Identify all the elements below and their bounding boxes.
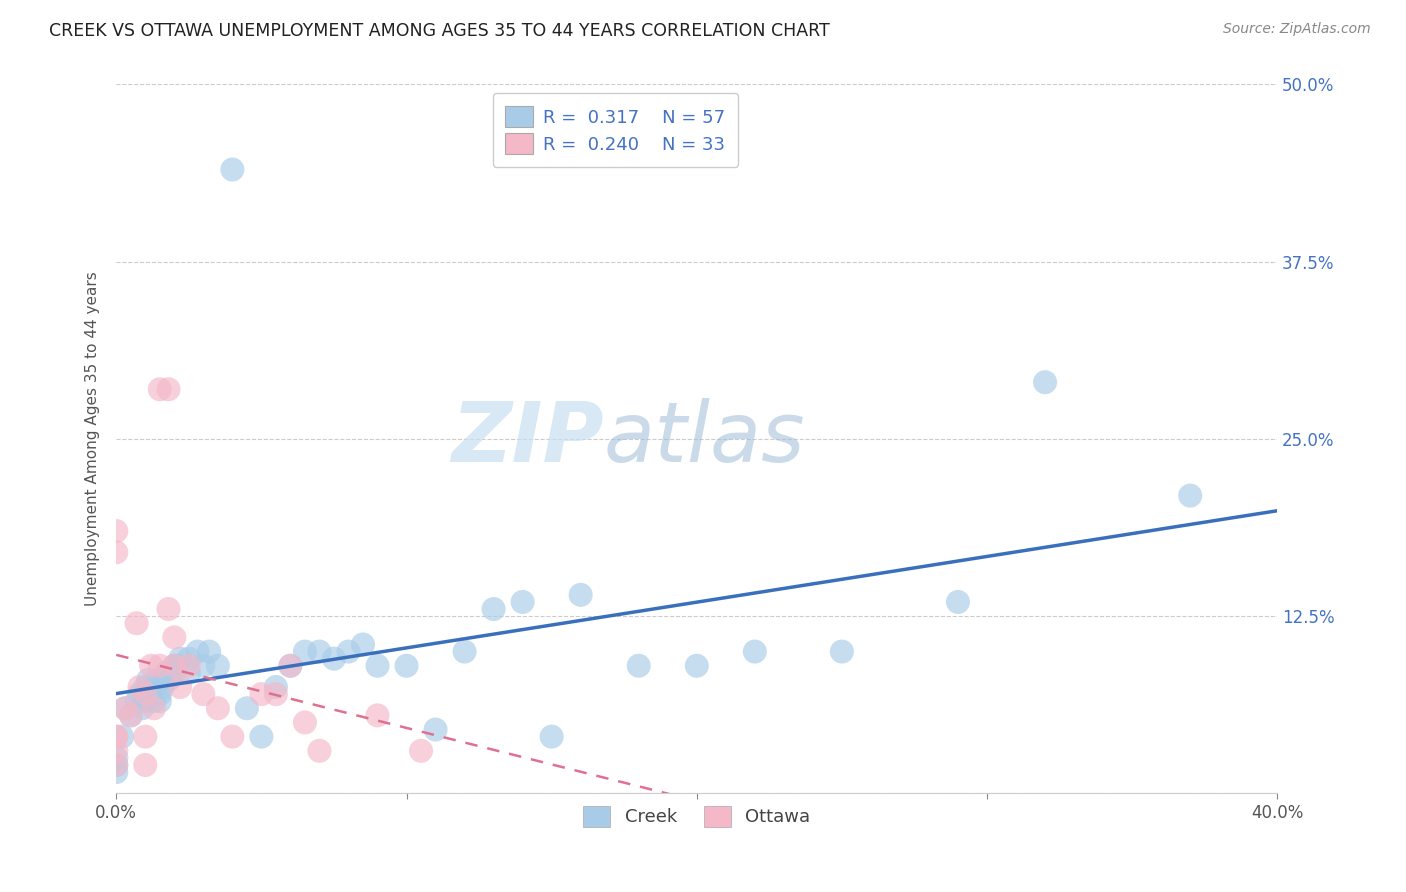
Point [163, 658, 186, 673]
Point [155, 665, 177, 680]
Point [169, 651, 191, 665]
Point [105, 744, 128, 758]
Point [686, 658, 709, 673]
Point [157, 673, 180, 687]
Point [134, 694, 156, 708]
Point [157, 382, 180, 396]
Point [193, 687, 215, 701]
Point [366, 658, 388, 673]
Point [105, 758, 128, 772]
Point [105, 545, 128, 559]
Point [120, 708, 142, 723]
Point [134, 758, 156, 772]
Point [280, 658, 302, 673]
Point [177, 658, 200, 673]
Point [425, 723, 447, 737]
Point [125, 694, 148, 708]
Point [163, 658, 186, 673]
Point [125, 616, 148, 631]
Point [1180, 489, 1202, 503]
Point [163, 665, 186, 680]
Point [169, 680, 191, 694]
Point [207, 658, 229, 673]
Point [323, 651, 346, 665]
Point [308, 744, 330, 758]
Point [114, 701, 136, 715]
Point [453, 644, 475, 658]
Point [134, 730, 156, 744]
Point [366, 708, 388, 723]
Point [134, 687, 156, 701]
Point [831, 644, 853, 658]
Point [149, 382, 172, 396]
Text: atlas: atlas [605, 399, 806, 479]
Point [482, 602, 505, 616]
Point [105, 730, 128, 744]
Point [157, 602, 180, 616]
Point [136, 673, 159, 687]
Point [143, 694, 166, 708]
Point [149, 694, 172, 708]
Point [207, 701, 229, 715]
Legend: Creek, Ottawa: Creek, Ottawa [576, 798, 818, 834]
Point [395, 658, 418, 673]
Point [131, 701, 153, 715]
Y-axis label: Unemployment Among Ages 35 to 44 years: Unemployment Among Ages 35 to 44 years [86, 271, 100, 607]
Text: ZIP: ZIP [451, 399, 605, 479]
Point [149, 687, 172, 701]
Point [236, 701, 259, 715]
Point [250, 730, 273, 744]
Point [186, 644, 208, 658]
Point [193, 658, 215, 673]
Point [166, 658, 188, 673]
Point [105, 758, 128, 772]
Point [177, 665, 200, 680]
Text: CREEK VS OTTAWA UNEMPLOYMENT AMONG AGES 35 TO 44 YEARS CORRELATION CHART: CREEK VS OTTAWA UNEMPLOYMENT AMONG AGES … [49, 22, 830, 40]
Point [163, 631, 186, 645]
Point [946, 595, 969, 609]
Point [105, 524, 128, 538]
Point [134, 687, 156, 701]
Point [294, 715, 316, 730]
Point [352, 638, 374, 652]
Point [143, 680, 166, 694]
Point [308, 644, 330, 658]
Point [512, 595, 534, 609]
Point [627, 658, 650, 673]
Point [569, 588, 592, 602]
Point [105, 765, 128, 780]
Point [139, 687, 162, 701]
Point [280, 658, 302, 673]
Point [128, 680, 150, 694]
Point [134, 680, 156, 694]
Point [143, 701, 166, 715]
Point [294, 644, 316, 658]
Point [120, 708, 142, 723]
Point [744, 644, 766, 658]
Point [221, 162, 243, 177]
Point [264, 680, 287, 694]
Point [409, 744, 432, 758]
Point [337, 644, 360, 658]
Point [111, 730, 134, 744]
Point [264, 687, 287, 701]
Point [540, 730, 562, 744]
Point [177, 651, 200, 665]
Point [1033, 375, 1056, 389]
Point [221, 730, 243, 744]
Point [152, 680, 174, 694]
Point [139, 658, 162, 673]
Point [250, 687, 273, 701]
Point [105, 730, 128, 744]
Text: Source: ZipAtlas.com: Source: ZipAtlas.com [1223, 22, 1371, 37]
Point [114, 701, 136, 715]
Point [105, 751, 128, 765]
Point [146, 673, 169, 687]
Point [149, 658, 172, 673]
Point [198, 644, 221, 658]
Point [128, 687, 150, 701]
